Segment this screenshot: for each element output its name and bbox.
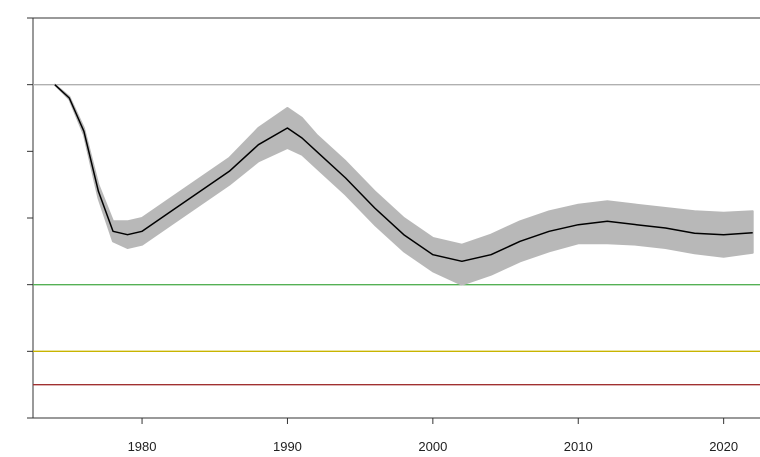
confidence-band-0 <box>53 83 754 286</box>
x-tick-label-3: 2010 <box>564 439 593 454</box>
series-line-0 <box>54 84 753 263</box>
x-tick-label-0: 1980 <box>128 439 157 454</box>
x-tick-label-2: 2000 <box>418 439 447 454</box>
x-tick-label-4: 2020 <box>709 439 738 454</box>
x-tick-label-1: 1990 <box>273 439 302 454</box>
